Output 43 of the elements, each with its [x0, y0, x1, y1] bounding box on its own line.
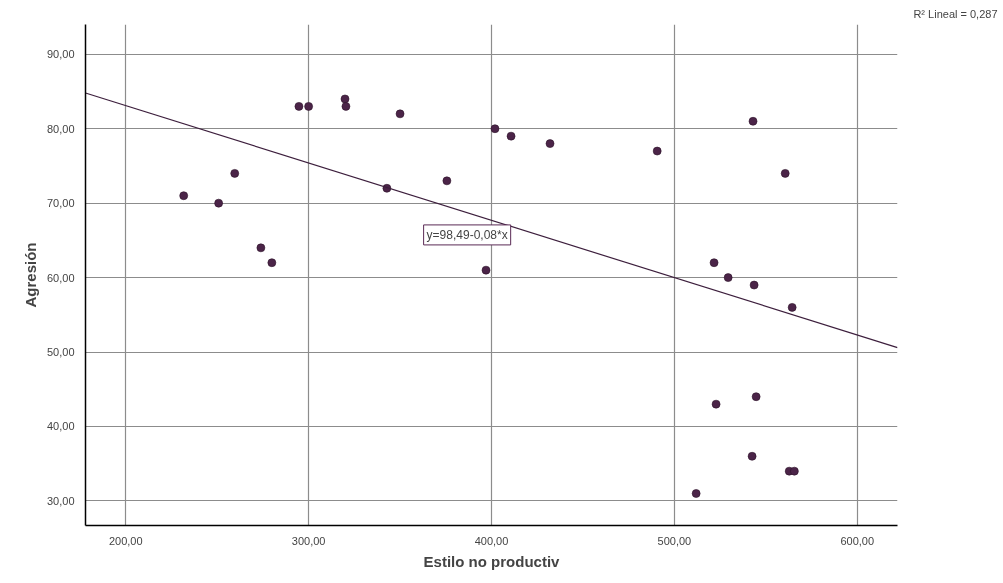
text: R² Lineal = 0,287 — [913, 7, 998, 20]
annotation: y=98,49-0,08*x — [426, 227, 508, 242]
point — [711, 399, 721, 409]
point — [442, 176, 452, 186]
point — [304, 102, 313, 111]
y-tick-label: 40,00 — [46, 420, 75, 433]
point — [341, 102, 351, 111]
y-tick-label: 50,00 — [46, 346, 75, 359]
point — [230, 169, 240, 178]
point — [214, 198, 223, 208]
y-tick-label: 80,00 — [46, 122, 75, 135]
point — [652, 146, 662, 156]
point — [723, 273, 733, 282]
point — [490, 124, 500, 134]
point — [790, 466, 799, 476]
point — [787, 303, 797, 312]
point — [691, 489, 701, 498]
x-tick-label: 300,00 — [291, 534, 326, 547]
y-tick-label: 30,00 — [46, 494, 75, 507]
point — [395, 109, 405, 119]
point — [780, 169, 790, 178]
x-tick-label: 600,00 — [840, 534, 875, 547]
point — [256, 243, 266, 253]
x-tick-label: 500,00 — [657, 534, 692, 547]
y-tick-label: 90,00 — [46, 48, 75, 61]
point — [506, 131, 516, 141]
y-tick-label: 60,00 — [46, 271, 75, 284]
point — [340, 94, 350, 104]
x-tick-label: 400,00 — [474, 534, 509, 547]
point — [294, 102, 304, 111]
x-tick-label: 200,00 — [108, 534, 143, 547]
y-tick-label: 70,00 — [46, 197, 75, 210]
point — [179, 191, 189, 201]
point — [709, 258, 719, 268]
point — [751, 392, 761, 402]
point — [749, 280, 759, 290]
point — [481, 265, 491, 275]
point — [747, 451, 757, 461]
point — [748, 116, 758, 126]
x-axis-title: Estilo no productiv — [423, 552, 561, 570]
point — [267, 258, 277, 268]
point — [545, 139, 555, 148]
y-axis-title: Agresión — [21, 242, 39, 308]
